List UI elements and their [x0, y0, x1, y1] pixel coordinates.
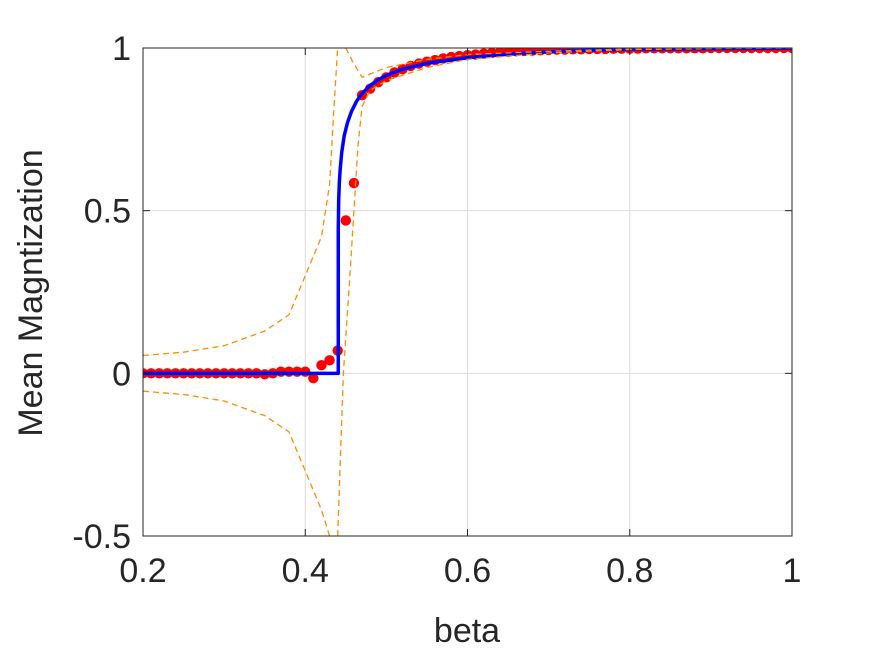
simulation-point — [308, 373, 319, 384]
x-tick-label: 0.4 — [282, 552, 329, 590]
x-tick-label: 0.6 — [444, 552, 491, 590]
error-bound-line — [337, 48, 792, 536]
y-tick-label: 0.5 — [84, 193, 131, 231]
y-tick-label: -0.5 — [72, 518, 131, 556]
plot-area-clip-group — [143, 48, 792, 536]
x-axis-label: beta — [434, 612, 500, 650]
grid-lines — [142, 47, 793, 537]
error-bound-line — [143, 390, 334, 536]
theory-curve — [143, 48, 792, 376]
tick-labels: 0.2 0.4 0.6 0.8 1 -0.5 0 0.5 1 — [72, 30, 801, 590]
y-axis-label: Mean Magntization — [12, 149, 50, 436]
y-tick-label: 1 — [112, 30, 131, 68]
y-tick-label: 0 — [112, 355, 131, 393]
simulation-point — [340, 215, 352, 226]
x-tick-label: 1 — [783, 552, 802, 590]
simulation-point — [348, 177, 360, 189]
error-bound-line — [345, 48, 792, 78]
x-tick-label: 0.2 — [119, 552, 166, 590]
x-tick-label: 0.8 — [606, 552, 653, 590]
axes-frame — [142, 47, 793, 537]
simulation-point — [324, 355, 335, 366]
simulation-point — [316, 360, 327, 371]
error-bound-line — [143, 48, 339, 357]
